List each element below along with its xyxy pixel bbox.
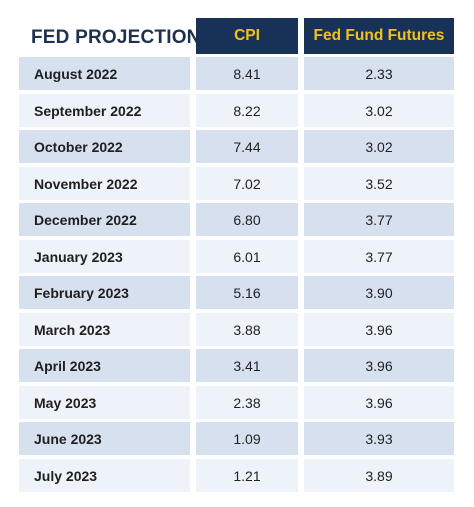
month-cell: December 2022 [19,203,190,236]
table-row: December 2022 6.80 3.77 [0,203,474,236]
table-row: July 2023 1.21 3.89 [0,459,474,492]
table-row: May 2023 2.38 3.96 [0,386,474,419]
fed-fund-futures-cell: 3.77 [304,203,454,236]
fed-fund-futures-cell: 3.02 [304,130,454,163]
month-cell: February 2023 [19,276,190,309]
table-row: September 2022 8.22 3.02 [0,94,474,127]
fed-fund-futures-cell: 3.89 [304,459,454,492]
month-cell: March 2023 [19,313,190,346]
fed-fund-futures-cell: 3.96 [304,386,454,419]
table-row: June 2023 1.09 3.93 [0,422,474,455]
cpi-cell: 8.22 [196,94,298,127]
month-cell: September 2022 [19,94,190,127]
column-header-cpi: CPI [196,18,298,54]
month-cell: November 2022 [19,167,190,200]
fed-fund-futures-cell: 3.52 [304,167,454,200]
cpi-cell: 6.80 [196,203,298,236]
cpi-cell: 7.02 [196,167,298,200]
month-cell: August 2022 [19,57,190,90]
month-cell: October 2022 [19,130,190,163]
fed-fund-futures-cell: 3.77 [304,240,454,273]
month-cell: May 2023 [19,386,190,419]
cpi-cell: 1.21 [196,459,298,492]
fed-fund-futures-cell: 3.02 [304,94,454,127]
table-title: FED PROJECTIONS [31,27,214,48]
cpi-cell: 3.88 [196,313,298,346]
cpi-cell: 2.38 [196,386,298,419]
table-row: August 2022 8.41 2.33 [0,57,474,90]
fed-fund-futures-cell: 3.96 [304,313,454,346]
fed-fund-futures-cell: 3.93 [304,422,454,455]
table-row: March 2023 3.88 3.96 [0,313,474,346]
cpi-cell: 1.09 [196,422,298,455]
cpi-cell: 5.16 [196,276,298,309]
month-cell: July 2023 [19,459,190,492]
month-cell: June 2023 [19,422,190,455]
column-header-fed-fund-futures: Fed Fund Futures [304,18,454,54]
cpi-cell: 6.01 [196,240,298,273]
table-row: October 2022 7.44 3.02 [0,130,474,163]
table-row: November 2022 7.02 3.52 [0,167,474,200]
table-row: February 2023 5.16 3.90 [0,276,474,309]
cpi-cell: 8.41 [196,57,298,90]
table-row: April 2023 3.41 3.96 [0,349,474,382]
fed-fund-futures-cell: 2.33 [304,57,454,90]
fed-fund-futures-cell: 3.96 [304,349,454,382]
table-row: January 2023 6.01 3.77 [0,240,474,273]
month-cell: January 2023 [19,240,190,273]
cpi-cell: 3.41 [196,349,298,382]
fed-fund-futures-cell: 3.90 [304,276,454,309]
month-cell: April 2023 [19,349,190,382]
cpi-cell: 7.44 [196,130,298,163]
